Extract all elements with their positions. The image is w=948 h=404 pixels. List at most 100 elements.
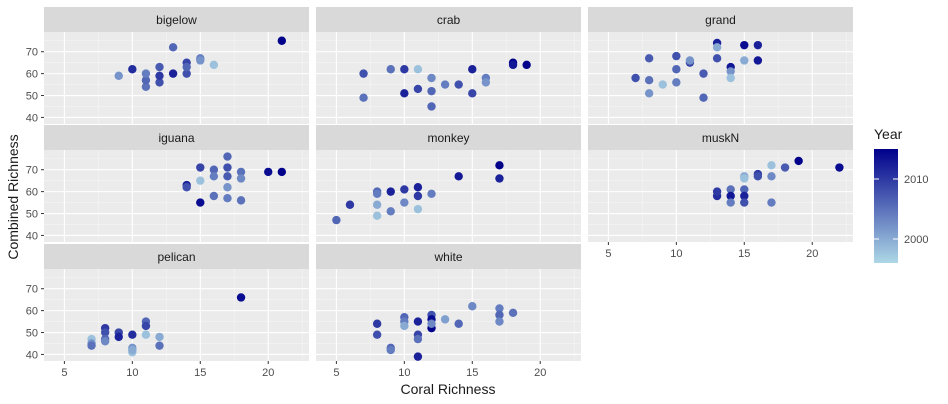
y-tick-label: 70 <box>26 165 38 177</box>
y-tick-label: 40 <box>26 349 38 361</box>
data-point <box>427 319 436 328</box>
data-point <box>753 56 763 65</box>
legend-tick-label: 2010 <box>904 174 928 186</box>
data-point <box>468 89 477 98</box>
data-point <box>712 187 722 196</box>
data-point <box>740 191 749 201</box>
data-point <box>413 204 423 214</box>
panel-background <box>316 150 581 242</box>
y-tick-label: 70 <box>26 284 38 296</box>
data-point <box>495 317 504 326</box>
data-point <box>182 69 191 78</box>
data-point <box>372 319 382 328</box>
y-tick-label: 60 <box>26 69 38 81</box>
data-point <box>427 189 436 199</box>
facet-label: iguana <box>158 131 194 145</box>
data-point <box>141 330 151 339</box>
data-point <box>427 102 436 111</box>
data-point <box>400 321 409 331</box>
y-tick-label: 50 <box>26 209 38 221</box>
axes: 40 50 60 70 40 50 60 70 40 50 60 70 5 10 15 20 5 10 15 20 5 1… <box>26 47 819 379</box>
data-point <box>155 332 164 342</box>
data-point <box>196 56 205 65</box>
data-point <box>359 69 368 78</box>
y-tick-label: 40 <box>26 112 38 124</box>
data-point <box>495 161 504 170</box>
data-point <box>413 65 423 74</box>
data-point <box>753 172 763 181</box>
x-tick-label: 20 <box>534 367 546 379</box>
facet-strip <box>316 125 581 150</box>
data-point <box>740 40 749 50</box>
data-point <box>413 334 423 344</box>
y-tick-label: 50 <box>26 91 38 103</box>
data-point <box>522 60 531 70</box>
facet-grand: grand <box>588 7 853 124</box>
data-point <box>168 43 178 52</box>
y-tick-label: 50 <box>26 328 38 340</box>
y-tick-label: 70 <box>26 47 38 59</box>
y-tick-label: 40 <box>26 230 38 242</box>
x-axis-title: Coral Richness <box>401 381 496 397</box>
data-point <box>685 56 695 65</box>
data-point <box>100 337 110 346</box>
facet-monkey: monkey <box>316 125 581 242</box>
data-point <box>182 62 191 72</box>
facet-strip <box>588 125 853 150</box>
data-point <box>644 89 654 98</box>
data-point <box>345 200 355 209</box>
data-point <box>753 40 763 50</box>
data-point <box>400 89 409 98</box>
data-point <box>386 187 395 196</box>
data-point <box>468 65 477 74</box>
data-point <box>726 191 735 201</box>
facet-label: bigelow <box>156 13 197 27</box>
data-point <box>209 172 219 181</box>
data-point <box>264 167 273 177</box>
data-point <box>699 93 708 102</box>
facet-label: white <box>433 250 462 264</box>
x-tick-label: 20 <box>806 248 818 260</box>
legend-title: Year <box>874 126 903 142</box>
data-point <box>386 207 395 216</box>
x-tick-label: 10 <box>670 248 682 260</box>
data-point <box>372 211 382 220</box>
data-point <box>128 345 137 355</box>
data-point <box>740 56 749 65</box>
data-point <box>155 341 164 350</box>
data-point <box>495 304 504 313</box>
data-point <box>726 185 735 194</box>
data-point <box>182 183 191 192</box>
data-point <box>726 73 735 83</box>
data-point <box>168 69 178 78</box>
x-tick-label: 10 <box>126 367 138 379</box>
year-legend: Year 2000 2010 <box>874 126 928 263</box>
data-point <box>767 161 776 170</box>
data-point <box>712 43 722 52</box>
data-point <box>141 69 151 78</box>
facet-label: monkey <box>427 131 469 145</box>
data-point <box>740 174 749 183</box>
data-point <box>100 328 110 337</box>
data-point <box>223 172 232 181</box>
facet-label: grand <box>705 13 736 27</box>
x-tick-label: 15 <box>466 367 478 379</box>
data-point <box>454 172 463 181</box>
data-point <box>454 319 463 328</box>
data-point <box>794 156 803 166</box>
data-point <box>236 167 246 177</box>
data-point <box>454 80 463 89</box>
data-point <box>699 69 708 78</box>
x-tick-label: 5 <box>605 248 611 260</box>
data-point <box>386 65 395 74</box>
data-point <box>114 71 123 81</box>
panel-background <box>44 269 309 361</box>
facet-white: white <box>316 244 581 361</box>
data-point <box>155 78 164 87</box>
data-point <box>726 67 735 76</box>
data-point <box>141 82 151 91</box>
data-point <box>141 75 151 85</box>
data-point <box>767 198 776 207</box>
x-tick-label: 15 <box>738 248 750 260</box>
